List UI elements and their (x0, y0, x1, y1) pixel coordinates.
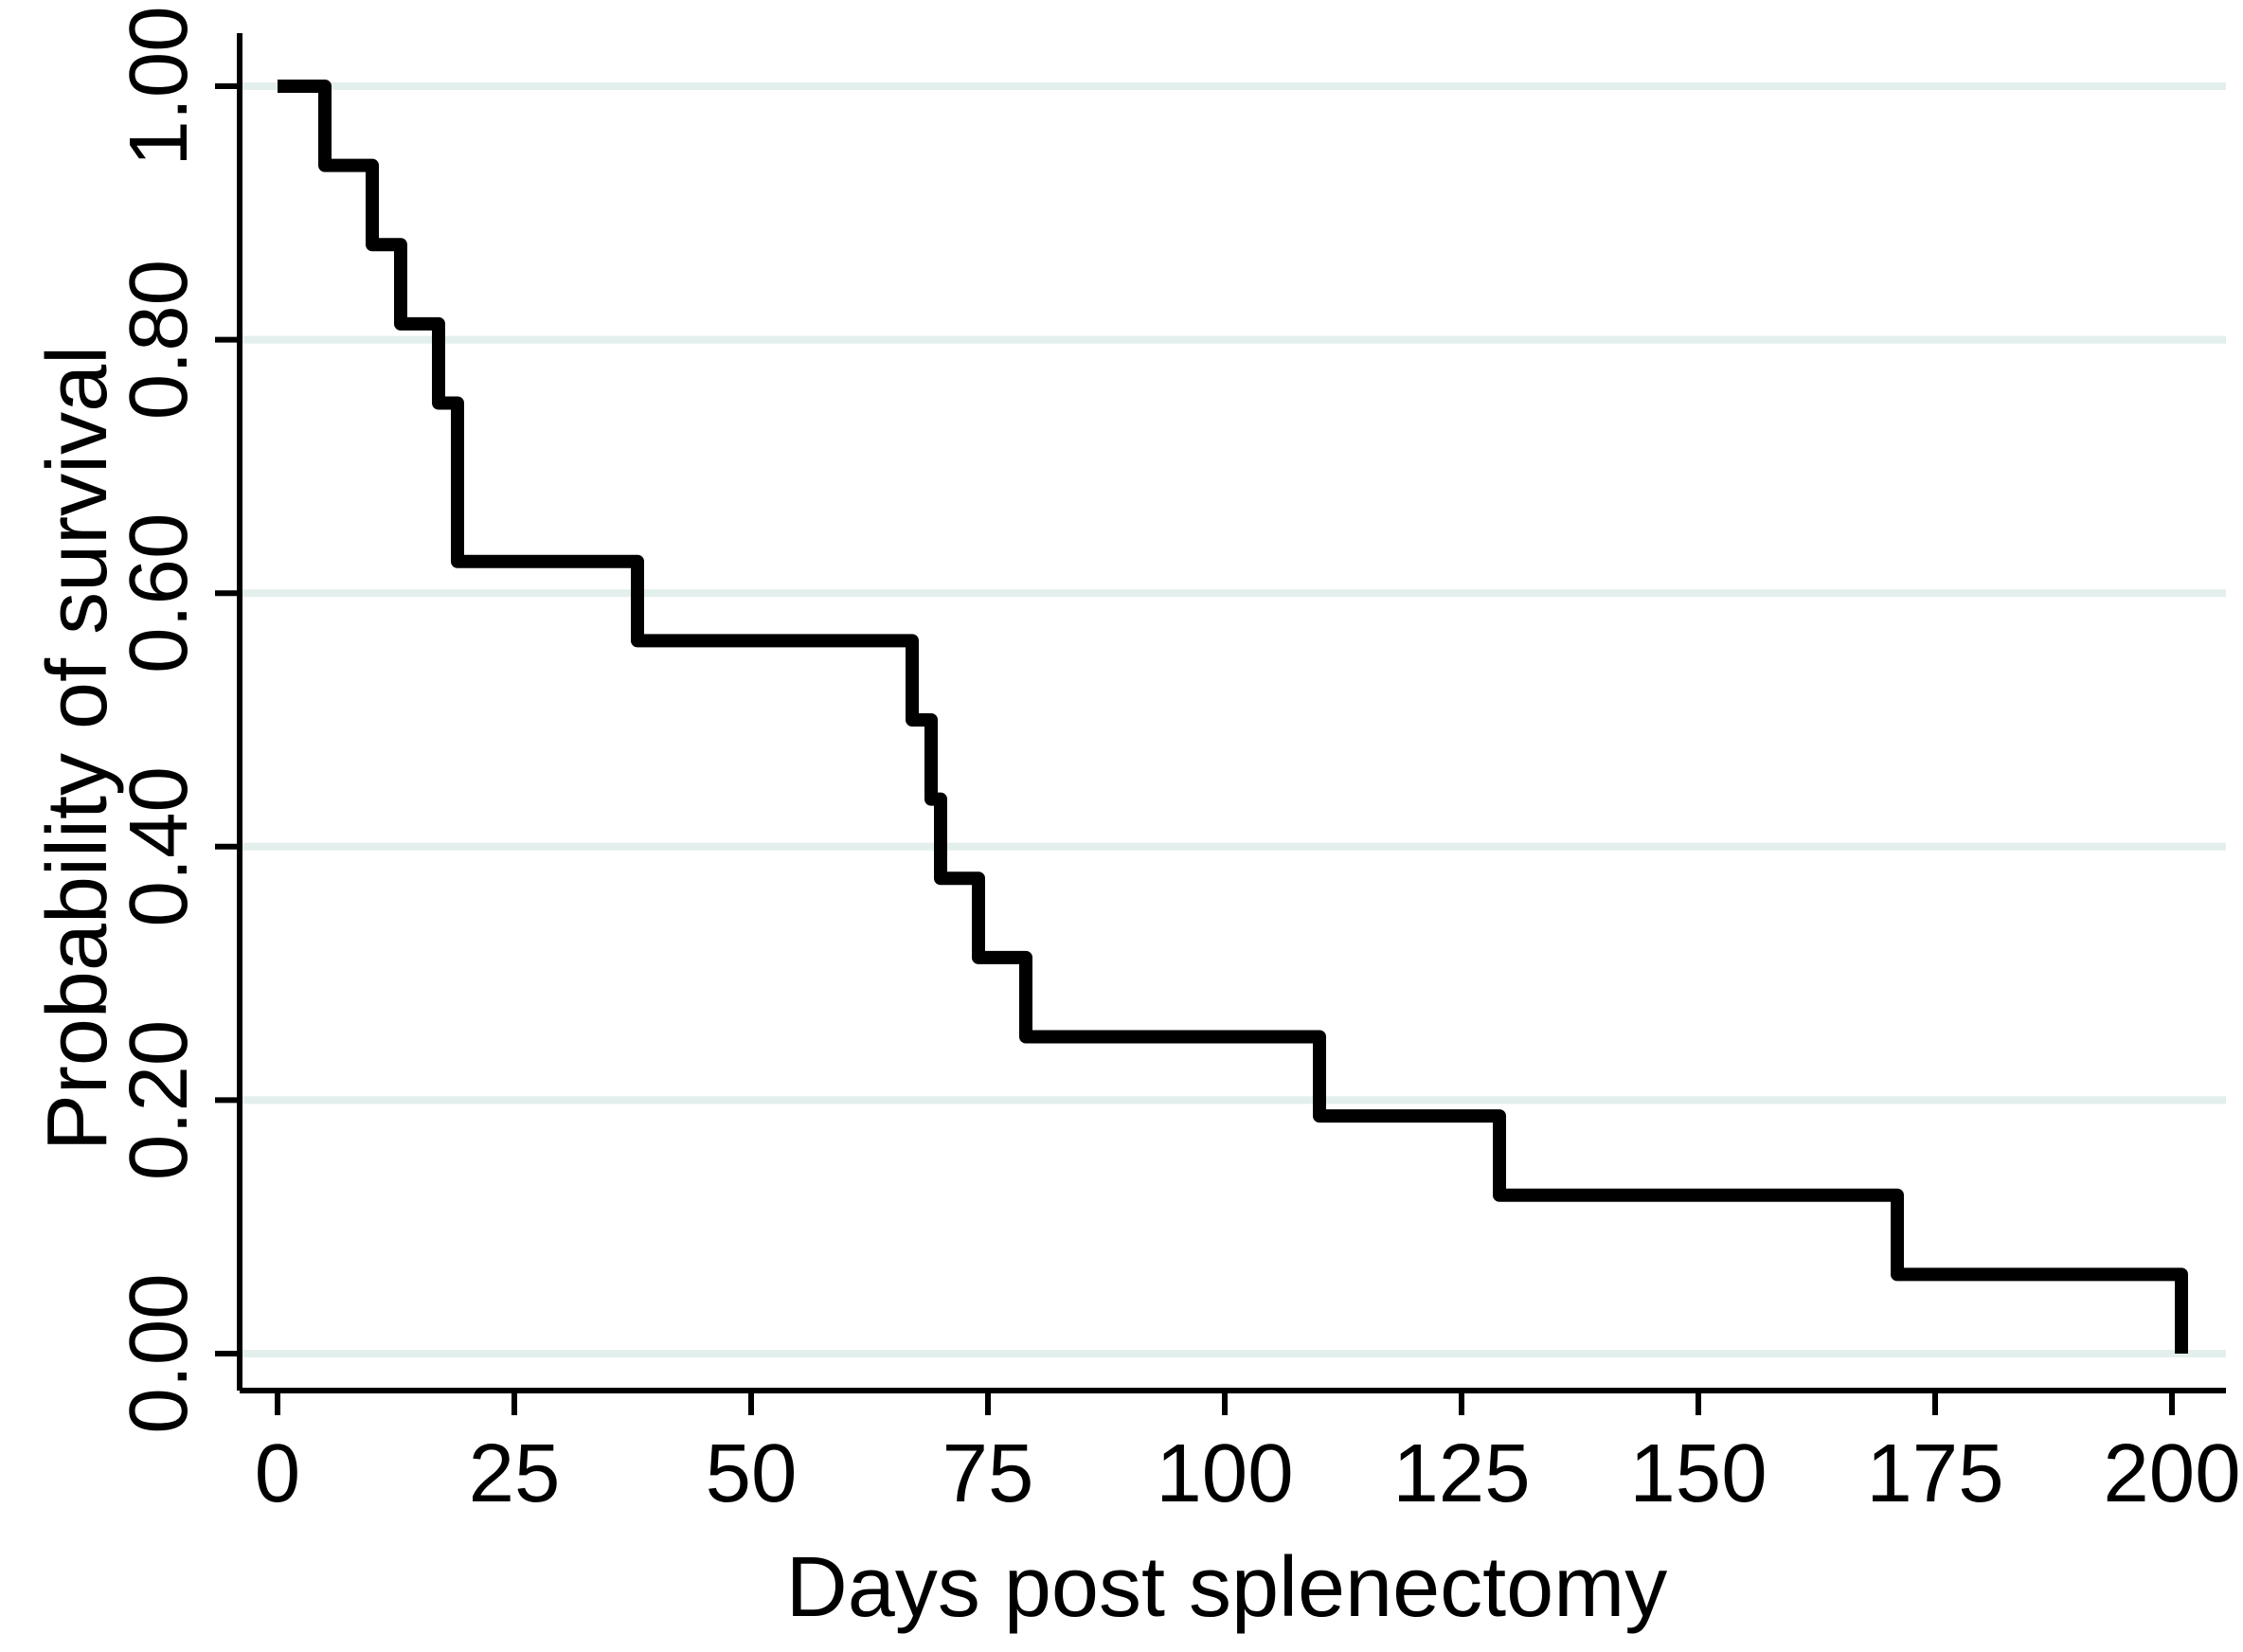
survival-curve-layer (278, 80, 2188, 1354)
x-tick-label: 175 (1866, 1428, 2003, 1519)
y-tick-label: 1.00 (113, 6, 205, 166)
x-tick-label: 150 (1629, 1428, 1767, 1519)
x-tick-label: 25 (469, 1428, 561, 1519)
gridlines (240, 82, 2226, 1357)
survival-step-line (278, 80, 2188, 1354)
y-tick-label: 0.80 (113, 260, 205, 420)
y-tick-labels: 0.00 0.20 0.40 0.60 0.80 1.00 (113, 6, 205, 1433)
y-axis-title: Probability of survival (30, 346, 125, 1151)
x-tick-labels: 0 25 50 75 100 125 150 175 200 (255, 1428, 2241, 1519)
y-tick-label: 0.40 (113, 766, 205, 926)
x-tick-label: 75 (942, 1428, 1034, 1519)
x-tick-label: 0 (255, 1428, 300, 1519)
y-tick-label: 0.00 (113, 1273, 205, 1433)
x-tick-label: 50 (706, 1428, 798, 1519)
y-tick-label: 0.60 (113, 513, 205, 673)
x-tick-label: 125 (1392, 1428, 1530, 1519)
x-tick-label: 200 (2103, 1428, 2240, 1519)
x-axis-title: Days post splenectomy (786, 1540, 1667, 1635)
x-tick-label: 100 (1156, 1428, 1293, 1519)
y-tick-label: 0.20 (113, 1020, 205, 1180)
axes (215, 33, 2226, 1415)
